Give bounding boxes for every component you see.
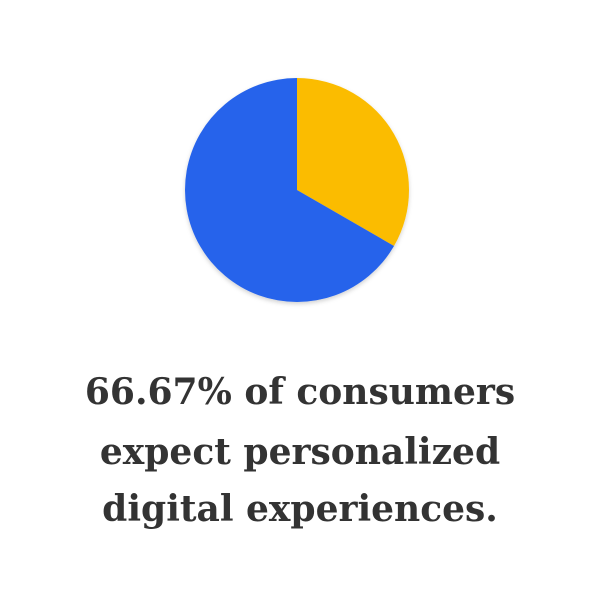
- caption-line: 66.67% of consumers: [85, 371, 515, 413]
- pie-slice: [185, 78, 395, 303]
- pie: [185, 78, 409, 303]
- caption-line: expect personalized: [100, 431, 500, 473]
- pie-slice: [297, 78, 409, 246]
- caption-line: digital experiences.: [102, 488, 498, 530]
